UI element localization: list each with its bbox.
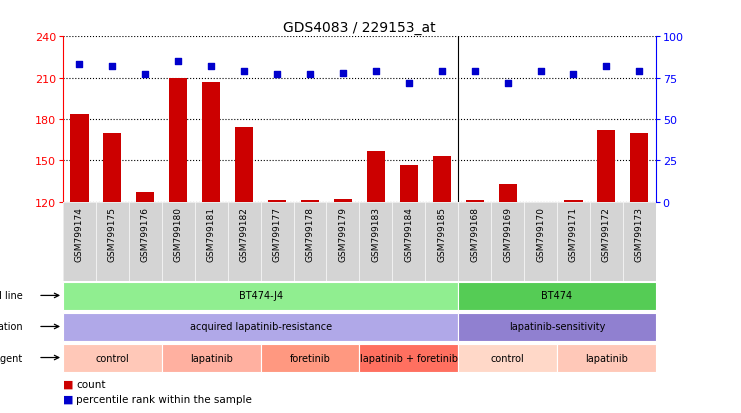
- Point: [634, 69, 645, 75]
- Text: GSM799172: GSM799172: [602, 206, 611, 261]
- Bar: [63, 313, 458, 341]
- Bar: [136, 193, 154, 202]
- Bar: [162, 202, 195, 281]
- Point: [73, 62, 85, 69]
- Text: GSM799184: GSM799184: [405, 206, 413, 261]
- Bar: [129, 202, 162, 281]
- Bar: [597, 131, 616, 202]
- Text: GSM799182: GSM799182: [239, 206, 249, 261]
- Text: cell line: cell line: [0, 291, 23, 301]
- Bar: [458, 202, 491, 281]
- Bar: [458, 313, 656, 341]
- Bar: [261, 202, 293, 281]
- Text: GSM799168: GSM799168: [470, 206, 479, 261]
- Bar: [169, 78, 187, 202]
- Bar: [301, 201, 319, 202]
- Bar: [96, 202, 129, 281]
- Bar: [425, 202, 458, 281]
- Bar: [293, 202, 327, 281]
- Point: [238, 69, 250, 75]
- Point: [600, 64, 612, 70]
- Point: [205, 64, 217, 70]
- Bar: [103, 133, 122, 202]
- Text: GSM799179: GSM799179: [339, 206, 348, 261]
- Text: ■: ■: [63, 394, 73, 404]
- Bar: [63, 282, 458, 310]
- Bar: [458, 282, 656, 310]
- Bar: [399, 165, 418, 202]
- Text: GSM799173: GSM799173: [635, 206, 644, 261]
- Point: [139, 72, 151, 78]
- Text: genotype/variation: genotype/variation: [0, 322, 23, 332]
- Text: control: control: [491, 353, 525, 363]
- Text: lapatinib-sensitivity: lapatinib-sensitivity: [509, 322, 605, 332]
- Text: GSM799183: GSM799183: [371, 206, 380, 261]
- Bar: [235, 128, 253, 202]
- Point: [304, 72, 316, 78]
- Bar: [590, 202, 623, 281]
- Bar: [334, 199, 352, 202]
- Text: percentile rank within the sample: percentile rank within the sample: [76, 394, 252, 404]
- Point: [436, 69, 448, 75]
- Text: GSM799170: GSM799170: [536, 206, 545, 261]
- Point: [568, 72, 579, 78]
- Text: ■: ■: [63, 379, 73, 389]
- Bar: [162, 344, 261, 372]
- Bar: [367, 152, 385, 202]
- Point: [534, 69, 546, 75]
- Bar: [631, 133, 648, 202]
- Bar: [491, 202, 524, 281]
- Bar: [392, 202, 425, 281]
- Bar: [227, 202, 261, 281]
- Text: GSM799180: GSM799180: [173, 206, 183, 261]
- Bar: [359, 344, 458, 372]
- Point: [107, 64, 119, 70]
- Text: lapatinib: lapatinib: [190, 353, 233, 363]
- Text: GSM799169: GSM799169: [503, 206, 512, 261]
- Bar: [63, 202, 96, 281]
- Bar: [70, 114, 88, 202]
- Text: count: count: [76, 379, 106, 389]
- Text: GSM799185: GSM799185: [437, 206, 446, 261]
- Title: GDS4083 / 229153_at: GDS4083 / 229153_at: [283, 21, 436, 35]
- Point: [370, 69, 382, 75]
- Text: GSM799178: GSM799178: [305, 206, 314, 261]
- Point: [403, 80, 415, 87]
- Bar: [465, 201, 484, 202]
- Text: GSM799176: GSM799176: [141, 206, 150, 261]
- Text: acquired lapatinib-resistance: acquired lapatinib-resistance: [190, 322, 332, 332]
- Text: GSM799175: GSM799175: [108, 206, 117, 261]
- Text: control: control: [96, 353, 129, 363]
- Bar: [524, 202, 557, 281]
- Bar: [63, 344, 162, 372]
- Bar: [268, 201, 286, 202]
- Point: [502, 80, 514, 87]
- Text: lapatinib: lapatinib: [585, 353, 628, 363]
- Text: GSM799174: GSM799174: [75, 206, 84, 261]
- Text: GSM799177: GSM799177: [273, 206, 282, 261]
- Bar: [499, 185, 516, 202]
- Bar: [261, 344, 359, 372]
- Point: [337, 70, 349, 77]
- Text: BT474: BT474: [542, 291, 573, 301]
- Point: [271, 72, 283, 78]
- Text: BT474-J4: BT474-J4: [239, 291, 282, 301]
- Text: foretinib: foretinib: [290, 353, 330, 363]
- Point: [469, 69, 481, 75]
- Text: agent: agent: [0, 353, 23, 363]
- Bar: [458, 344, 557, 372]
- Bar: [565, 201, 582, 202]
- Point: [173, 59, 185, 65]
- Text: lapatinib + foretinib: lapatinib + foretinib: [360, 353, 458, 363]
- Bar: [623, 202, 656, 281]
- Bar: [327, 202, 359, 281]
- Text: GSM799171: GSM799171: [569, 206, 578, 261]
- Bar: [359, 202, 392, 281]
- Bar: [433, 157, 451, 202]
- Bar: [202, 83, 220, 202]
- Bar: [557, 344, 656, 372]
- Text: GSM799181: GSM799181: [207, 206, 216, 261]
- Bar: [195, 202, 227, 281]
- Bar: [557, 202, 590, 281]
